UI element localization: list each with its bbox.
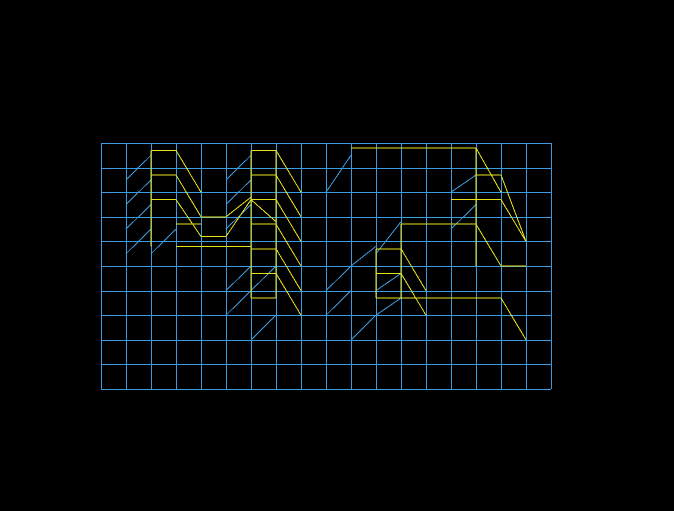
grid-slant xyxy=(325,290,352,316)
grid xyxy=(101,143,552,390)
grid-slant xyxy=(450,174,477,193)
grid-slant xyxy=(325,155,352,193)
grid-slant xyxy=(125,204,152,230)
grid-slant xyxy=(225,265,252,291)
grid-slant xyxy=(225,154,252,181)
trace-segment xyxy=(500,297,527,341)
grid-slant xyxy=(325,265,352,291)
grid-slant xyxy=(225,290,252,316)
trace-segment xyxy=(175,199,202,237)
trace-segment xyxy=(225,196,252,218)
trace-segment xyxy=(225,199,252,237)
trace-segment xyxy=(500,174,527,242)
trace-segment xyxy=(275,150,302,193)
trace-segment xyxy=(275,273,302,316)
grid-slant xyxy=(375,297,402,316)
grid-slant xyxy=(125,228,152,255)
trace-segment xyxy=(275,199,302,242)
grid-slant xyxy=(350,314,377,341)
trace-segment xyxy=(400,248,427,291)
trace-segment xyxy=(250,199,277,223)
grid-slant xyxy=(225,179,252,205)
grid-slant xyxy=(450,204,477,230)
trace-segment xyxy=(175,174,202,218)
trace-segment xyxy=(275,248,302,291)
grid-slant xyxy=(125,154,152,181)
trace-segment xyxy=(275,174,302,218)
grid-slant xyxy=(125,179,152,205)
trace-segment xyxy=(400,273,427,316)
grid-slant xyxy=(375,272,402,292)
grid-slant xyxy=(250,265,277,291)
grid-slant xyxy=(150,228,177,255)
trace-segment xyxy=(475,223,502,267)
trace-segment xyxy=(175,150,202,193)
trace-segment xyxy=(475,147,502,193)
grid-slant xyxy=(350,245,377,267)
grid-slant xyxy=(250,314,277,341)
grid-slant xyxy=(225,204,252,230)
trace-segment xyxy=(275,223,302,267)
trace-segment xyxy=(500,199,527,242)
trace-layer xyxy=(150,147,527,341)
